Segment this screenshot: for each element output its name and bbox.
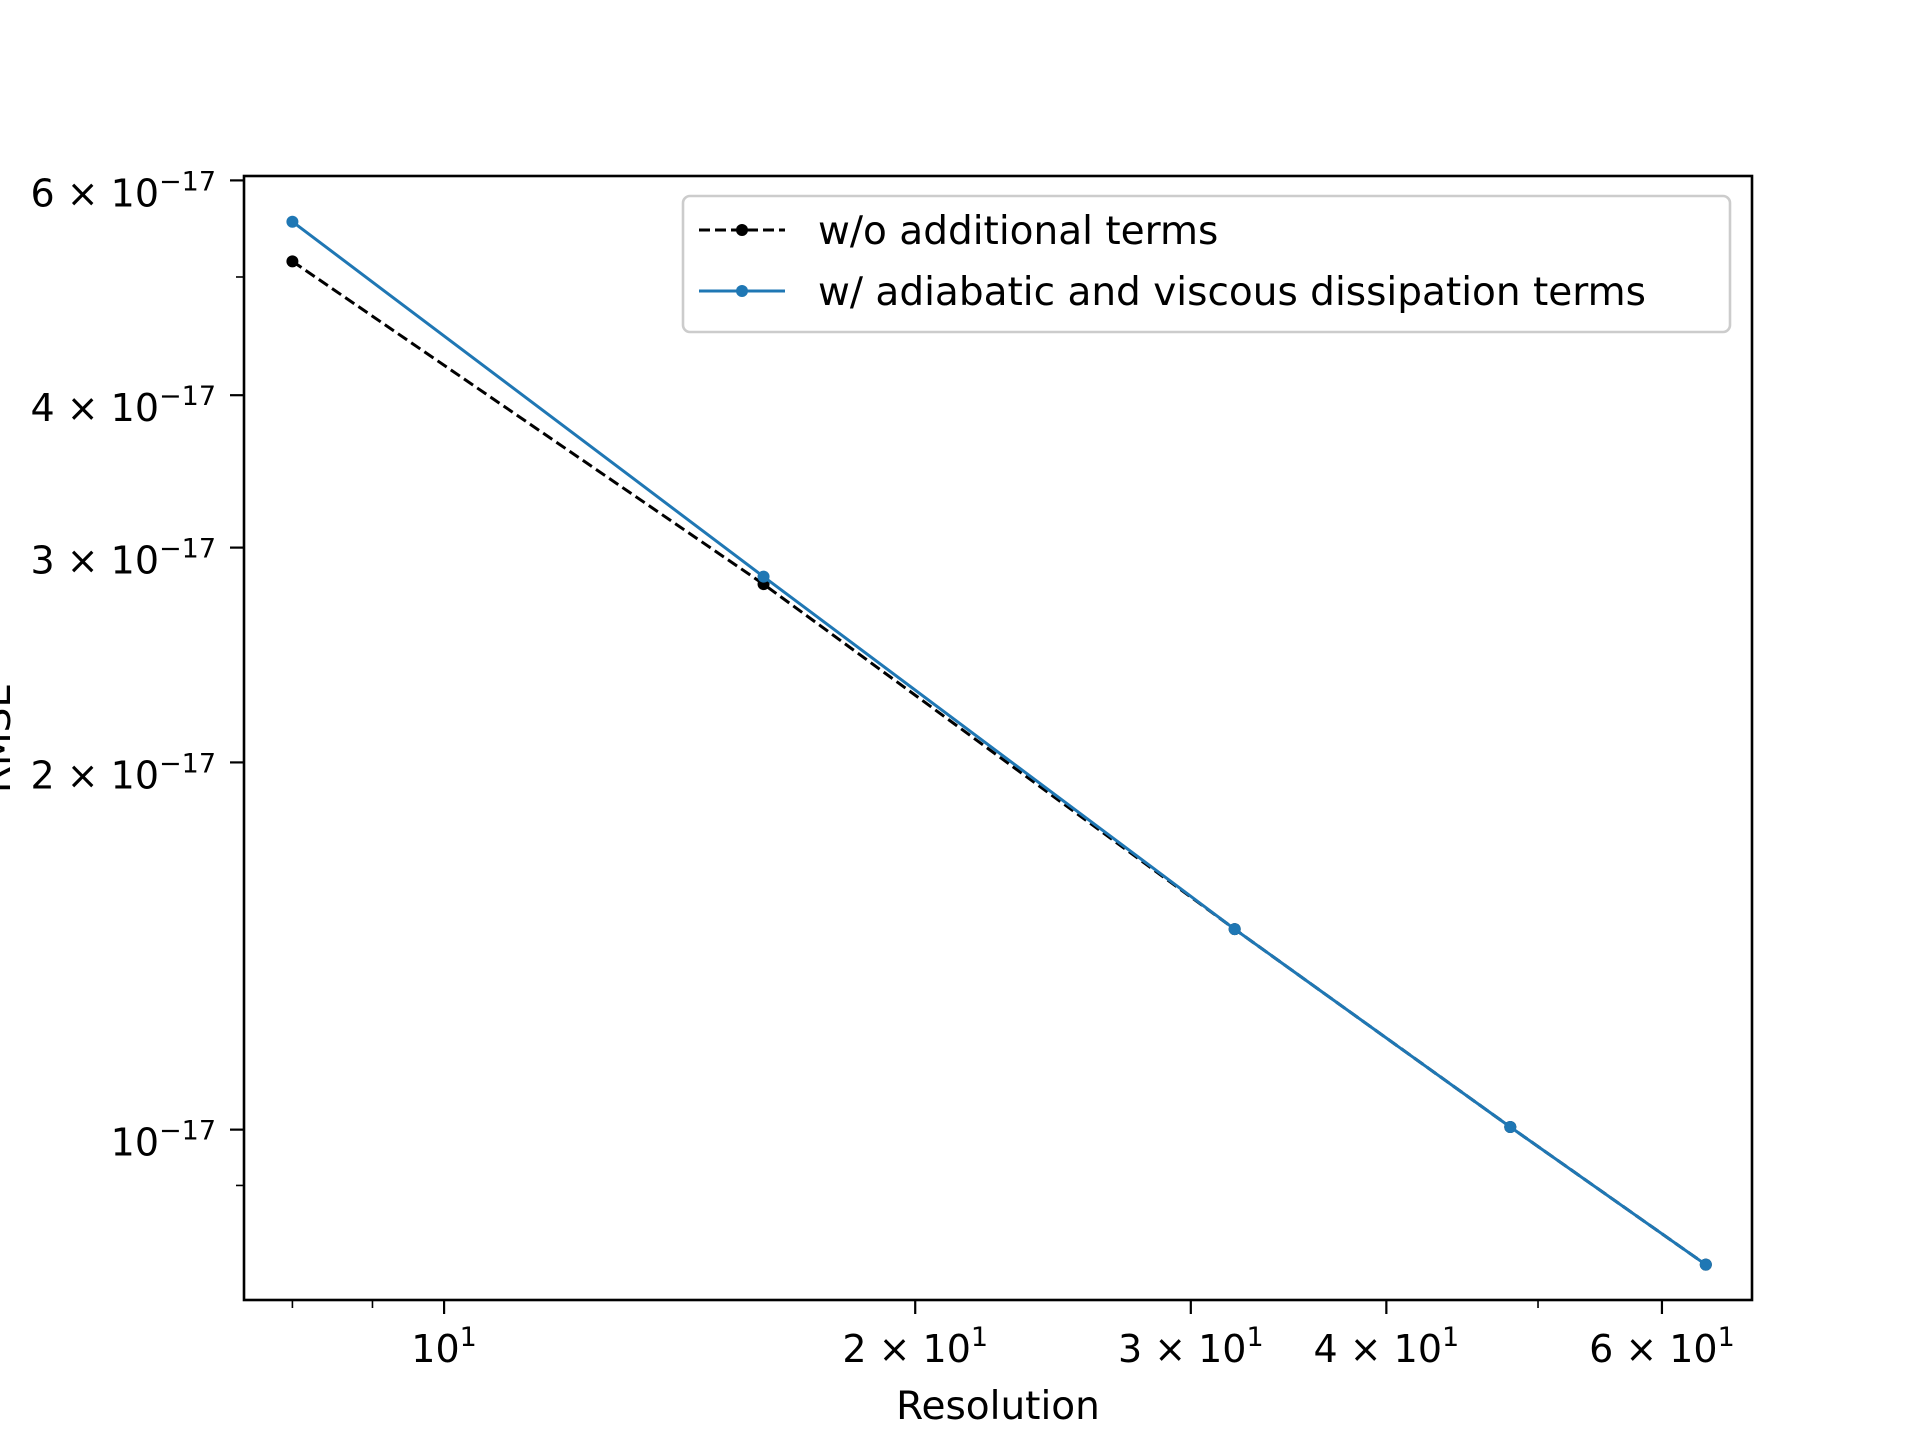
data-point-series-2-5 xyxy=(1699,1258,1712,1271)
x-tick-label-3: 3 × 101 xyxy=(1118,1322,1264,1371)
data-point-series-2-3 xyxy=(1228,923,1241,936)
ticks-layer: 101 2 × 101 3 × 101 4 × 101 6 × 101 10−17 2 × … xyxy=(30,166,1734,1371)
x-axis-label: Resolution xyxy=(896,1384,1100,1429)
y-tick-label-5: 6 × 10−17 xyxy=(30,166,216,215)
x-tick-label-2: 2 × 101 xyxy=(842,1322,988,1371)
legend: w/o additional terms w/ adiabatic and vi… xyxy=(681,194,1732,334)
legend-label-series-1: w/o additional terms xyxy=(818,209,1218,254)
y-tick-label-4: 4 × 10−17 xyxy=(30,381,216,430)
data-point-series-2-4 xyxy=(1504,1120,1517,1133)
legend-label-series-2: w/ adiabatic and viscous dissipation ter… xyxy=(818,270,1646,315)
data-point-series-1-1 xyxy=(286,255,299,268)
x-tick-label-1: 101 xyxy=(411,1322,477,1371)
plot-frame xyxy=(242,174,1754,1302)
legend-marker-series-1 xyxy=(736,224,748,236)
legend-box xyxy=(681,194,1732,334)
data-point-series-2-2 xyxy=(757,570,770,583)
y-tick-label-1: 10−17 xyxy=(111,1116,216,1165)
x-tick-label-4: 4 × 101 xyxy=(1313,1322,1459,1371)
data-point-series-2-1 xyxy=(286,215,299,228)
y-tick-label-3: 3 × 10−17 xyxy=(30,534,216,583)
y-tick-label-2: 2 × 10−17 xyxy=(30,748,216,797)
y-axis-label: RMSE xyxy=(0,683,20,793)
legend-marker-series-2 xyxy=(736,285,748,297)
series-layer xyxy=(286,215,1712,1271)
x-tick-label-5: 6 × 101 xyxy=(1589,1322,1735,1371)
